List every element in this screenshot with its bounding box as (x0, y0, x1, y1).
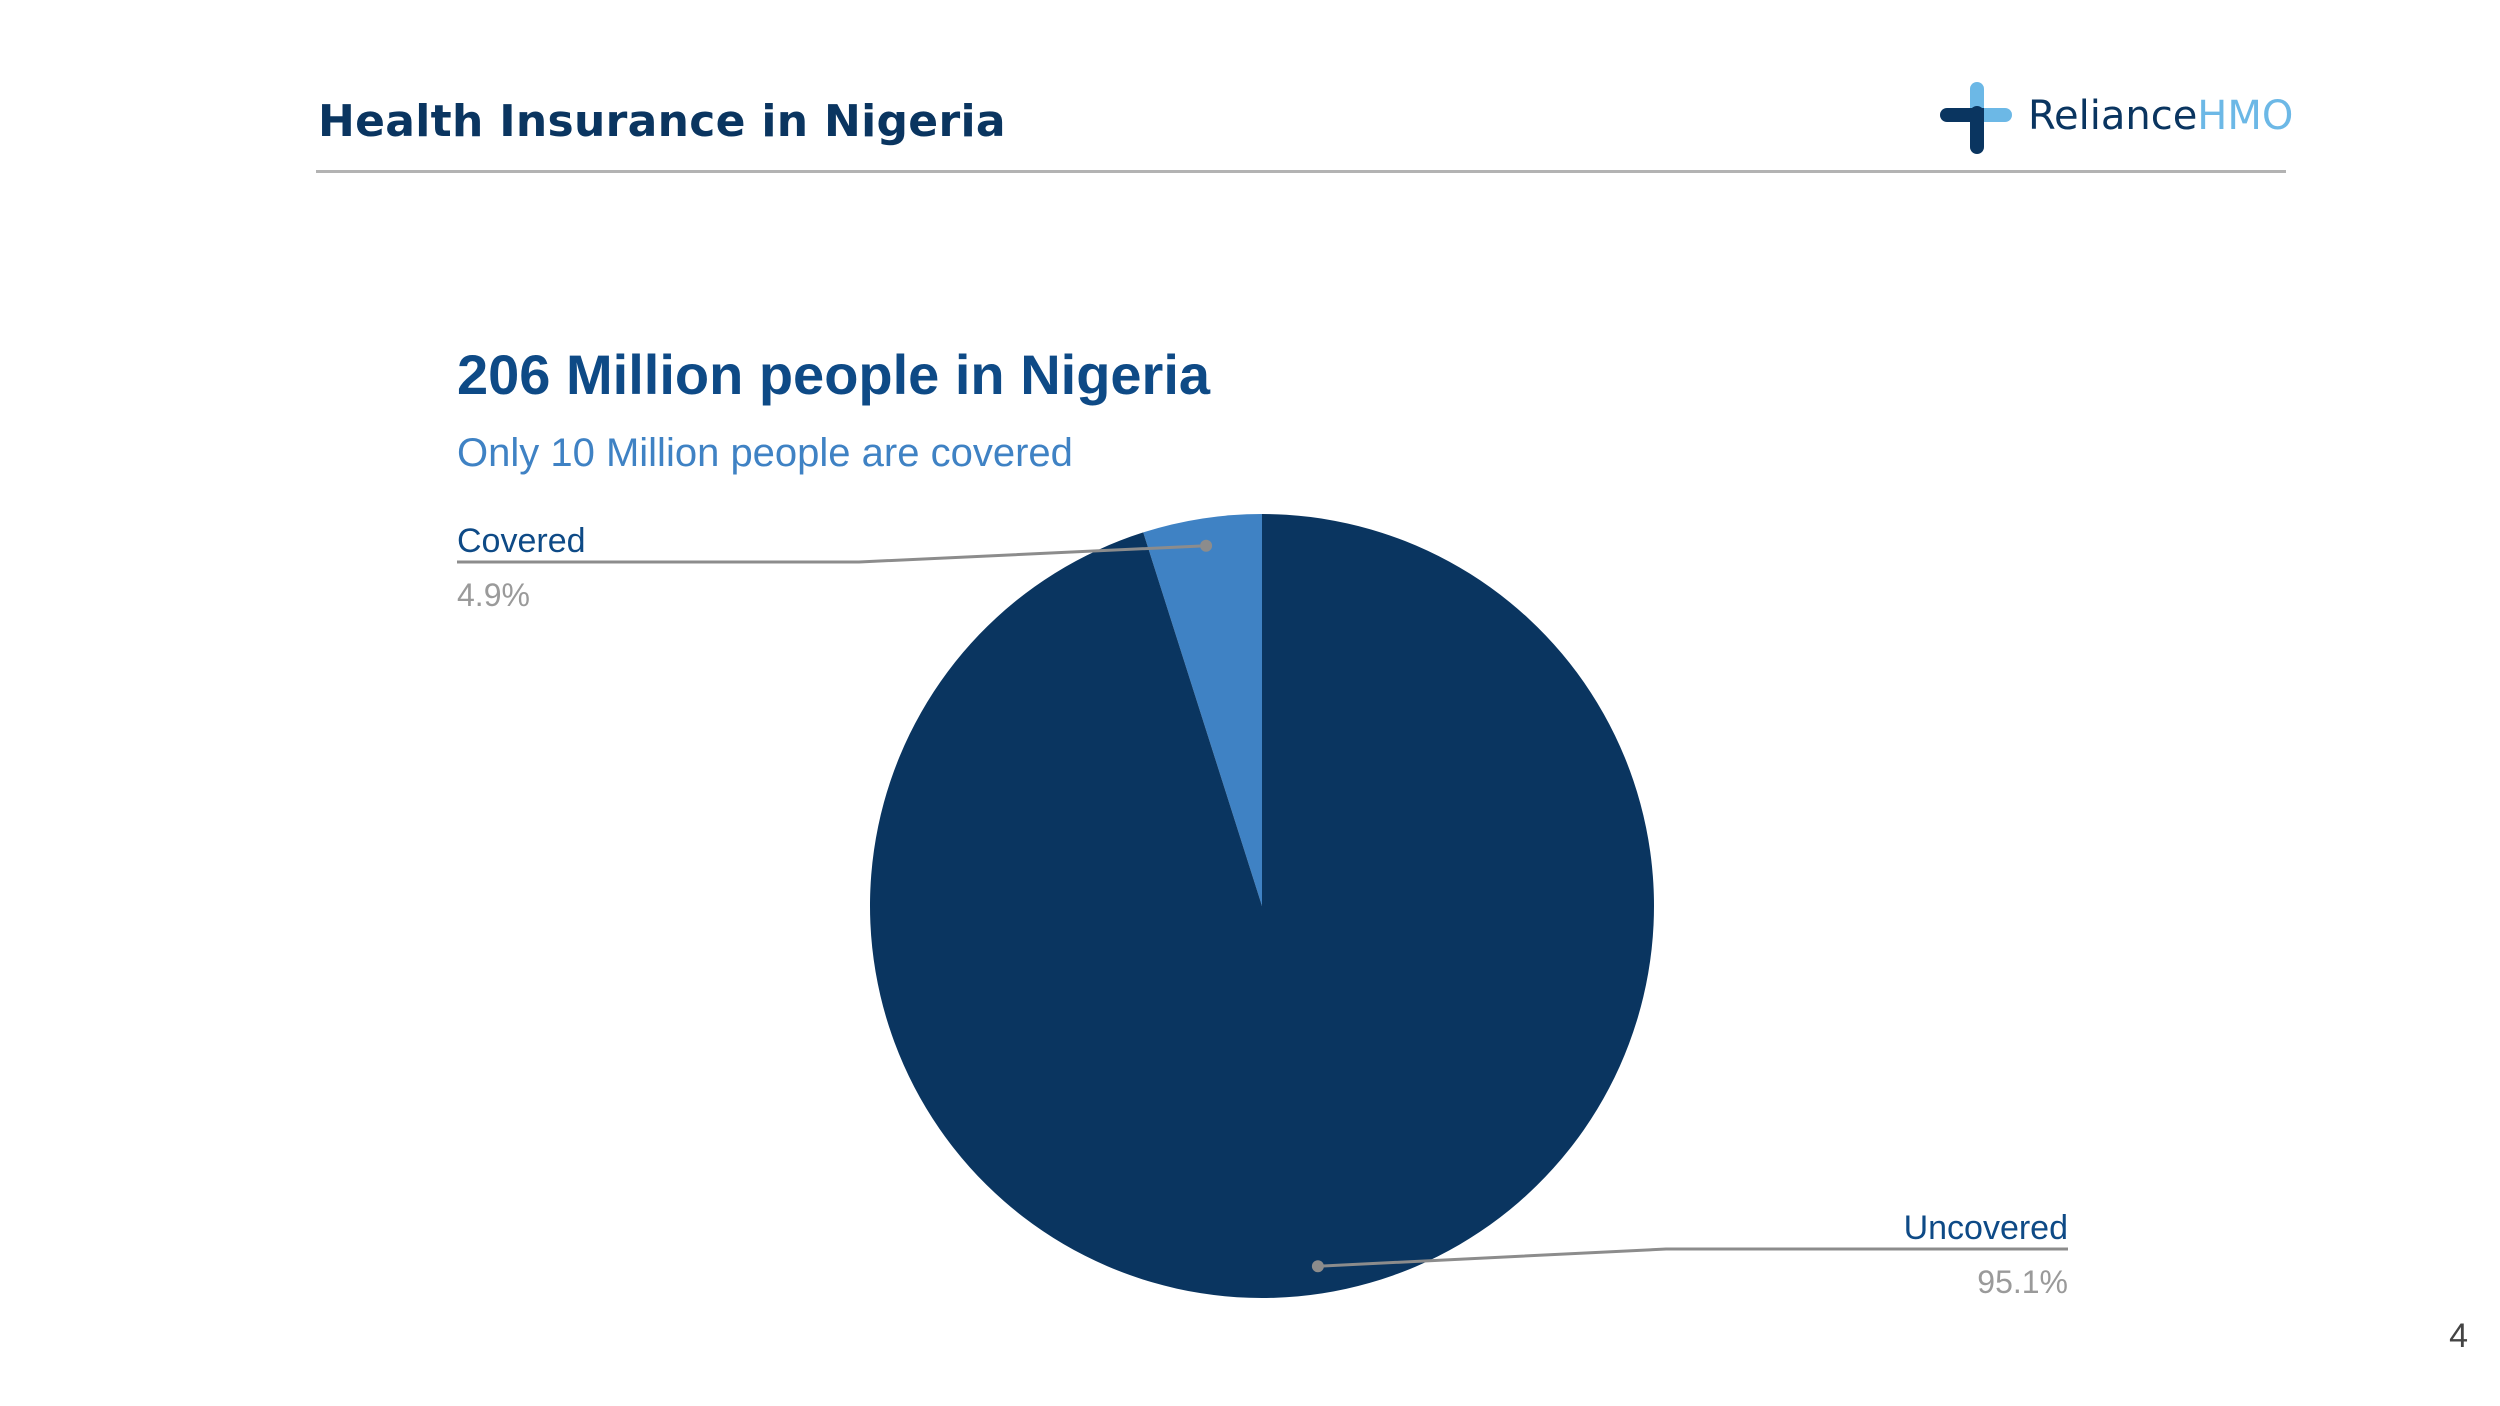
reliance-hmo-logo: RelianceHMO (1940, 82, 2293, 154)
slice-value-covered: 4.9% (457, 577, 530, 613)
logo-name-part1: Reliance (2028, 93, 2198, 139)
leader-line-uncovered (1317, 1247, 2068, 1268)
chart-subtitle: Only 10 Million people are covered (457, 431, 1073, 475)
leader-dot-uncovered (1311, 1260, 1324, 1273)
header-divider (316, 170, 2286, 173)
logo-name-part2: HMO (2197, 93, 2294, 139)
slide-title: Health Insurance in Nigeria (318, 96, 1006, 147)
pie-slice-uncovered (870, 514, 1654, 1298)
chart-title: 206 Million people in Nigeria (457, 343, 1211, 406)
leader-line-covered (457, 544, 1207, 564)
plus-cross-icon (1940, 82, 2012, 154)
pie-slices (870, 514, 1654, 1298)
slice-label-covered: Covered (457, 522, 586, 560)
pie-callouts: Covered 4.9% Uncovered 95.1% (457, 522, 2068, 1300)
slice-label-uncovered: Uncovered (1904, 1209, 2068, 1247)
page-number: 4 (2449, 1317, 2468, 1355)
slice-value-uncovered: 95.1% (1977, 1264, 2068, 1300)
leader-dot-covered (1200, 539, 1213, 552)
pie-slice-covered (1143, 514, 1262, 906)
logo-wordmark: RelianceHMO (2028, 92, 2293, 140)
